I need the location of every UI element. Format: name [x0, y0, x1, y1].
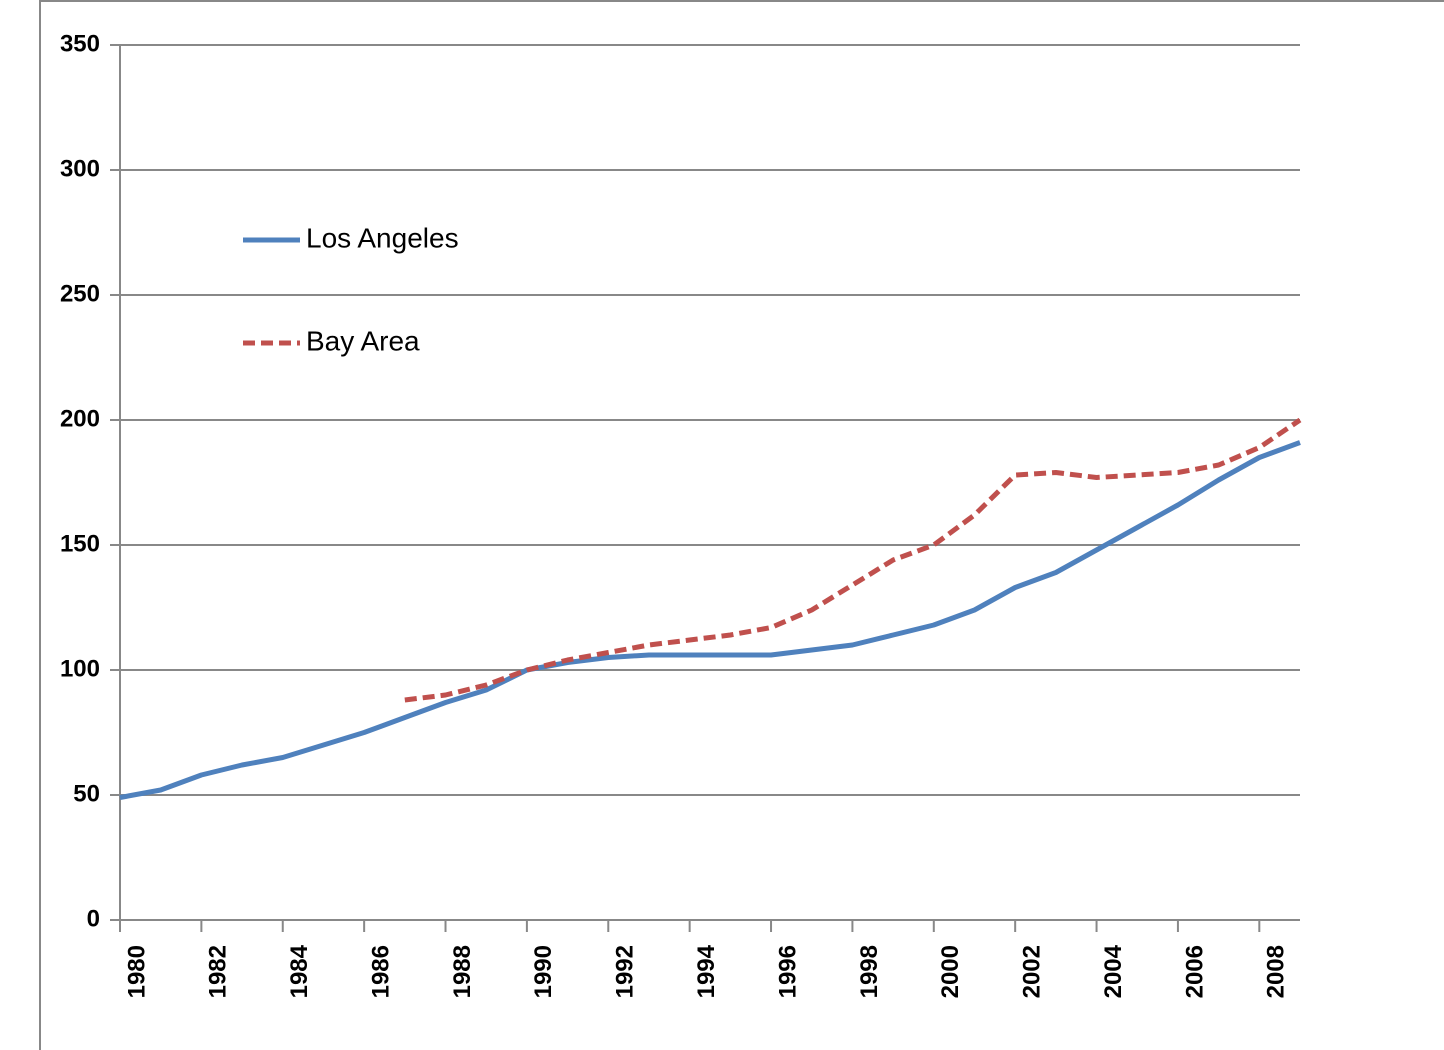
x-tick-label: 2004 [1100, 944, 1127, 998]
x-tick-label: 1982 [205, 945, 232, 998]
y-tick-label: 100 [60, 655, 100, 682]
x-tick-label: 2008 [1263, 945, 1290, 998]
x-tick-label: 1990 [530, 945, 557, 998]
y-tick-label: 350 [60, 30, 100, 57]
x-tick-label: 1988 [449, 945, 476, 998]
x-tick-label: 1984 [286, 944, 313, 998]
x-tick-label: 2002 [1019, 945, 1046, 998]
x-tick-label: 2000 [937, 945, 964, 998]
series-line [119, 440, 1301, 800]
legend-label: Los Angeles [306, 222, 459, 253]
y-tick-label: 250 [60, 280, 100, 307]
y-tick-label: 300 [60, 155, 100, 182]
x-tick-label: 1986 [367, 945, 394, 998]
x-tick-label: 1996 [774, 945, 801, 998]
y-tick-label: 200 [60, 405, 100, 432]
x-tick-label: 2006 [1181, 945, 1208, 998]
x-tick-label: 1980 [123, 945, 150, 998]
y-tick-label: 50 [73, 780, 100, 807]
series-line [404, 417, 1302, 703]
legend-label: Bay Area [306, 325, 420, 356]
x-tick-label: 1998 [856, 945, 883, 998]
x-tick-label: 1992 [612, 945, 639, 998]
y-tick-label: 0 [87, 905, 100, 932]
y-tick-label: 150 [60, 530, 100, 557]
x-tick-label: 1994 [693, 944, 720, 998]
